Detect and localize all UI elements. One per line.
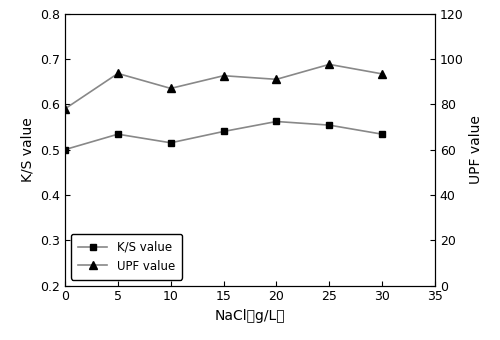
Line: UPF value: UPF value (61, 60, 386, 113)
K/S value (326, 123, 332, 127)
UPF value (220, 74, 226, 78)
X-axis label: NaCl（g/L）: NaCl（g/L） (214, 309, 286, 323)
K/S value (115, 132, 121, 136)
K/S value (274, 119, 280, 123)
K/S value (168, 141, 173, 145)
UPF value (115, 71, 121, 75)
UPF value (379, 72, 385, 76)
K/S value (379, 132, 385, 136)
UPF value (168, 86, 173, 90)
Y-axis label: UPF value: UPF value (470, 115, 484, 184)
UPF value (274, 77, 280, 81)
Line: K/S value: K/S value (62, 118, 386, 153)
K/S value (220, 130, 226, 134)
Legend: K/S value, UPF value: K/S value, UPF value (71, 234, 182, 280)
K/S value (62, 148, 68, 152)
UPF value (326, 62, 332, 66)
UPF value (62, 107, 68, 111)
Y-axis label: K/S value: K/S value (20, 117, 34, 182)
